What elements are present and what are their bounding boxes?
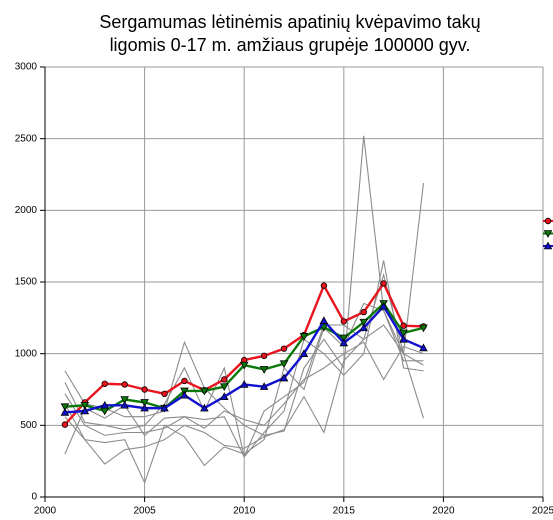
marker — [380, 280, 387, 287]
y-tick-label: 3000 — [15, 62, 38, 73]
marker — [80, 401, 90, 410]
marker — [543, 241, 553, 250]
marker — [280, 345, 288, 352]
marker — [220, 383, 229, 392]
marker — [359, 318, 368, 327]
marker — [279, 373, 289, 382]
marker — [100, 400, 110, 409]
marker — [419, 343, 428, 352]
marker — [140, 403, 149, 412]
marker — [180, 390, 189, 399]
marker — [340, 318, 347, 325]
marker — [141, 386, 148, 393]
marker — [299, 349, 309, 357]
marker — [319, 316, 329, 324]
marker — [239, 361, 249, 370]
marker — [279, 360, 289, 369]
marker — [260, 352, 268, 360]
marker — [120, 400, 129, 409]
marker — [121, 381, 128, 388]
marker — [299, 333, 309, 341]
marker — [200, 387, 209, 396]
marker — [181, 377, 188, 385]
series-line — [64, 135, 425, 436]
chart-title: ligomis 0-17 m. amžiaus grupėje 100000 g… — [110, 35, 471, 55]
chart-title: Sergamumas lėtinėmis apatinių kvėpavimo … — [99, 12, 480, 32]
marker — [160, 403, 169, 412]
marker — [221, 376, 228, 383]
marker — [80, 406, 90, 415]
marker — [140, 399, 149, 407]
marker — [543, 230, 553, 238]
marker — [220, 392, 229, 400]
marker — [400, 322, 407, 329]
y-tick-label: 1500 — [15, 277, 38, 288]
y-tick-label: 2500 — [15, 133, 38, 144]
marker — [61, 421, 69, 428]
marker — [161, 390, 168, 397]
marker — [60, 408, 70, 416]
marker — [320, 282, 328, 289]
y-tick-label: 0 — [31, 492, 37, 503]
x-tick-label: 2025 — [532, 506, 553, 517]
marker — [339, 338, 349, 347]
x-tick-label: 2010 — [233, 506, 256, 517]
marker — [399, 334, 408, 343]
y-tick-label: 2000 — [15, 205, 38, 216]
series-line — [64, 324, 424, 465]
marker — [259, 382, 269, 390]
marker — [259, 366, 269, 374]
marker — [60, 403, 70, 412]
x-tick-label: 2005 — [133, 506, 156, 517]
marker — [339, 334, 349, 343]
marker — [120, 396, 129, 404]
marker — [239, 380, 249, 388]
marker — [419, 324, 428, 333]
x-tick-label: 2020 — [432, 506, 455, 517]
x-tick-label: 2015 — [333, 506, 356, 517]
series-line — [64, 302, 424, 485]
marker — [101, 380, 108, 387]
x-tick-label: 2000 — [34, 506, 57, 517]
marker — [360, 308, 367, 316]
marker — [399, 329, 408, 338]
y-tick-label: 1000 — [15, 348, 38, 359]
series-line — [64, 341, 424, 436]
y-tick-label: 500 — [20, 420, 37, 431]
marker — [359, 323, 368, 332]
marker — [379, 301, 388, 310]
marker — [200, 403, 209, 412]
marker — [544, 217, 552, 225]
